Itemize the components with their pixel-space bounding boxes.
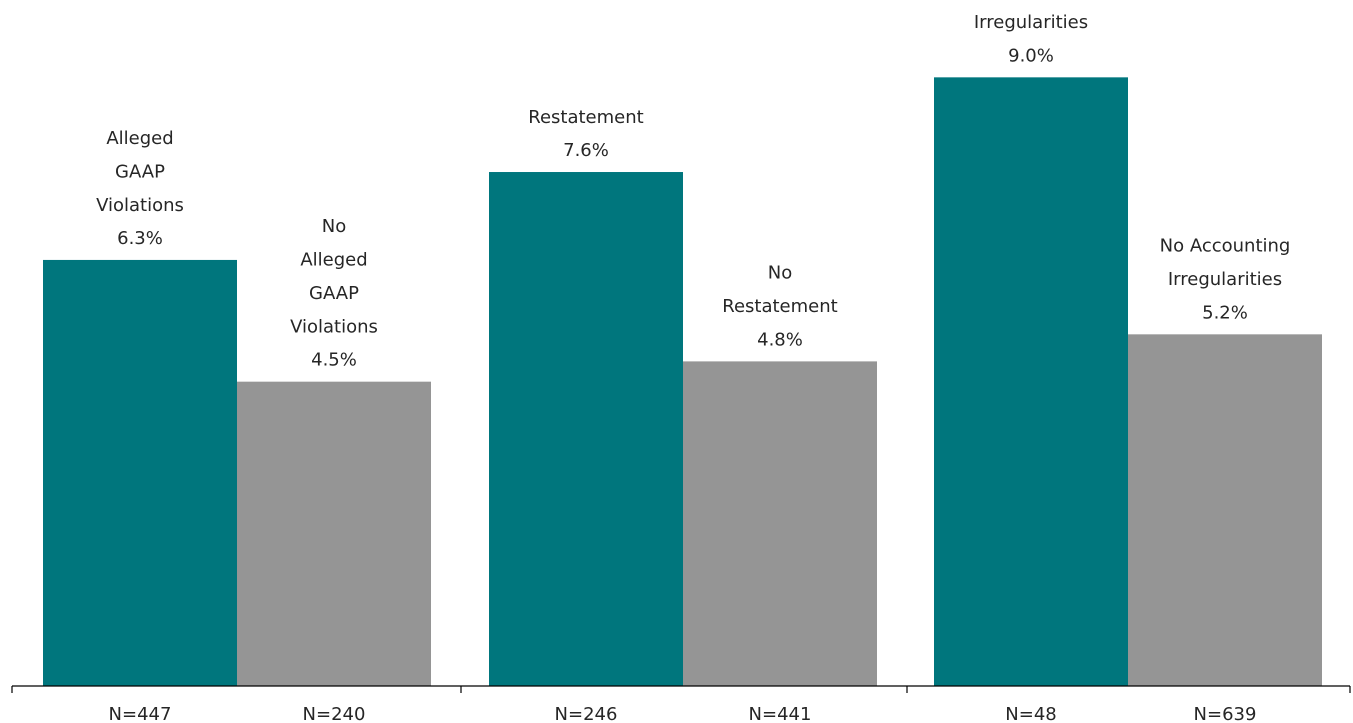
bar-category-label: No	[322, 216, 346, 237]
data-label: 5.2%	[1202, 302, 1248, 323]
tick-label: N=240	[303, 704, 366, 723]
bar-category-label: No Accounting	[1160, 236, 1291, 257]
bar-category-label: No	[768, 263, 792, 284]
bar-category-label: Alleged	[106, 128, 173, 149]
bar-n-639	[1128, 334, 1322, 686]
bar-category-label: GAAP	[115, 161, 165, 182]
bar-category-label: GAAP	[309, 283, 359, 304]
bar-category-label: Alleged	[300, 249, 367, 270]
bar-category-label: Irregularities	[1168, 269, 1282, 290]
labels-layer: 6.3% Alleged GAAP Violations N=447 4.5% No Alle…	[96, 12, 1291, 723]
tick-label: N=447	[109, 704, 172, 723]
tick-label: N=246	[555, 704, 618, 723]
data-label: 6.3%	[117, 228, 163, 249]
tick-label: N=639	[1194, 704, 1257, 723]
bar-category-label: Restatement	[722, 296, 837, 317]
bar-n-447	[43, 259, 237, 686]
bar-n-240	[237, 381, 431, 686]
bar-category-label: Violations	[96, 195, 184, 216]
data-label: 9.0%	[1008, 45, 1054, 66]
bar-category-label: Irregularities	[974, 12, 1088, 33]
bars-layer	[43, 77, 1322, 686]
bar-category-label: Restatement	[528, 107, 643, 128]
bar-n-48	[934, 77, 1128, 686]
tick-label: N=441	[749, 704, 812, 723]
bar-n-441	[683, 361, 877, 686]
x-axis	[11, 685, 1351, 693]
bar-n-246	[489, 172, 683, 686]
data-label: 4.8%	[757, 329, 803, 350]
tick-label: N=48	[1005, 704, 1056, 723]
data-label: 7.6%	[563, 140, 609, 161]
data-label: 4.5%	[311, 350, 357, 371]
bar-category-label: Violations	[290, 316, 378, 337]
